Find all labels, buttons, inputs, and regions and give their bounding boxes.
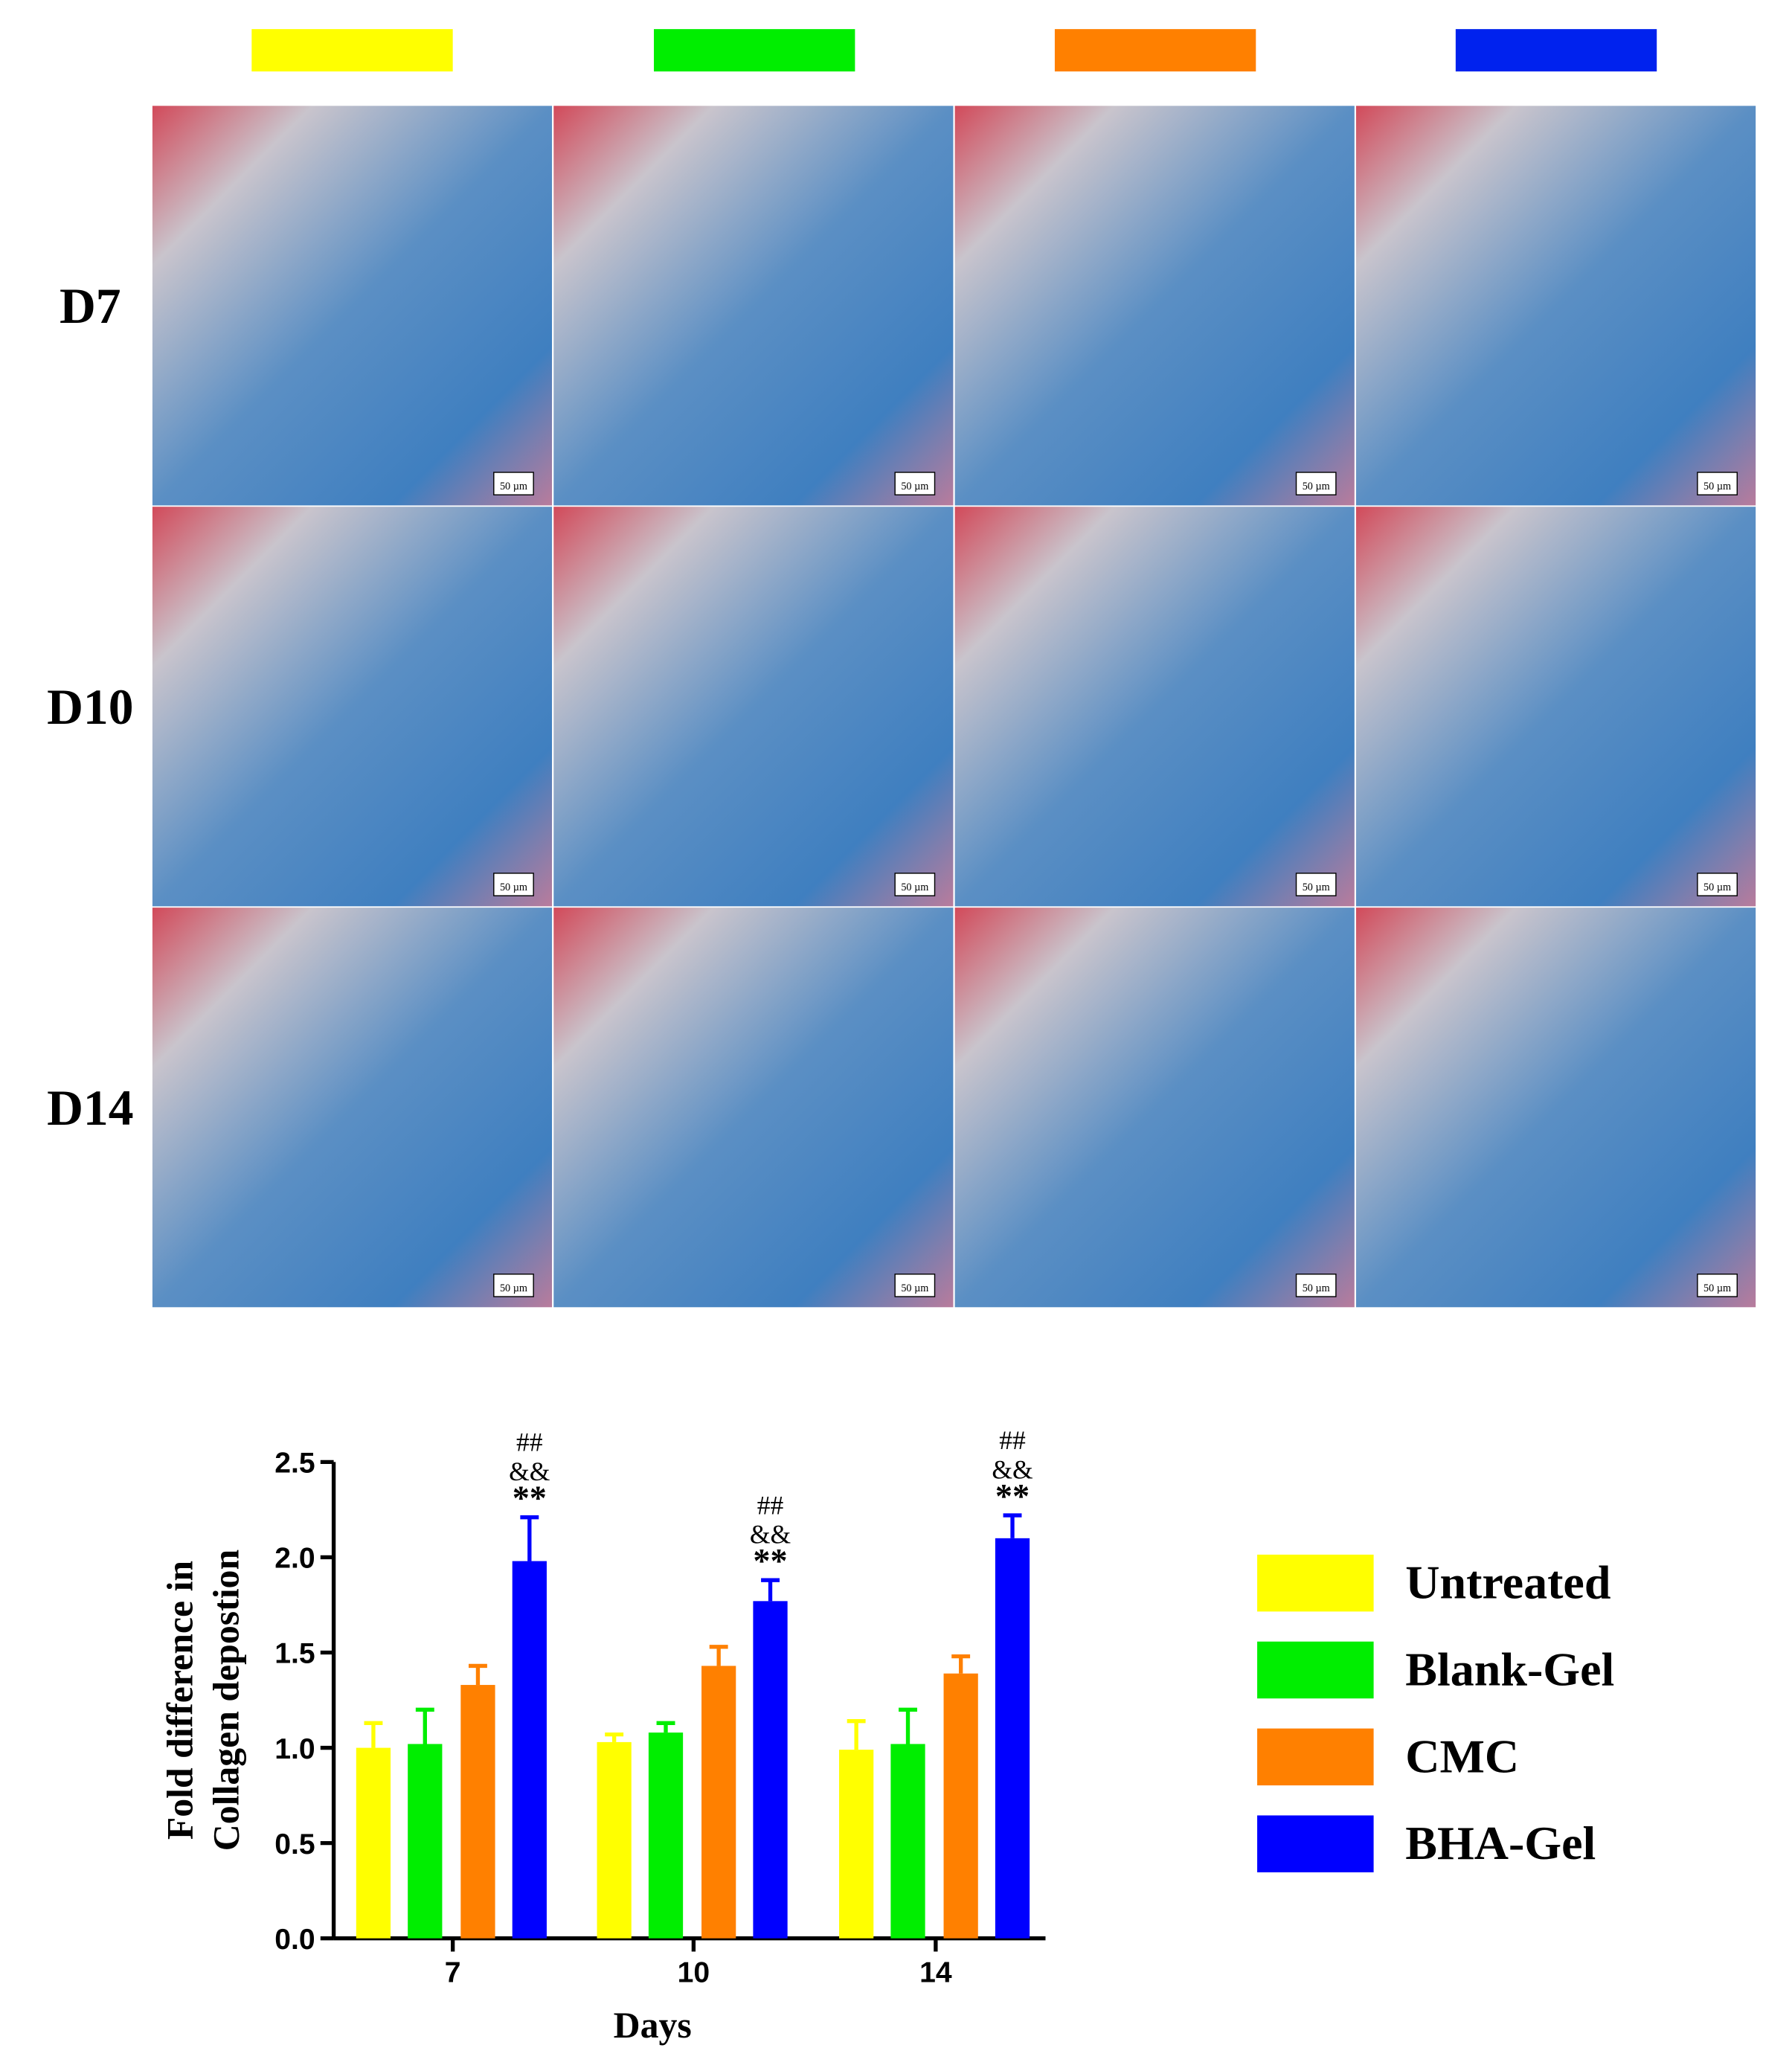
x-tick-label: 7 bbox=[445, 1956, 461, 1988]
bar bbox=[890, 1744, 925, 1939]
bar bbox=[460, 1685, 495, 1939]
scale-box bbox=[894, 472, 936, 495]
significance-mark: ** bbox=[995, 1477, 1030, 1515]
x-tick-label: 10 bbox=[678, 1956, 710, 1988]
bar bbox=[753, 1601, 788, 1939]
y-tick-label: 0.5 bbox=[274, 1828, 315, 1860]
scale-box bbox=[493, 472, 534, 495]
micrograph bbox=[1356, 106, 1756, 506]
micrograph bbox=[152, 908, 553, 1308]
row-label: D14 bbox=[47, 1080, 133, 1136]
micrograph bbox=[1356, 908, 1756, 1308]
row-label: D10 bbox=[47, 679, 133, 735]
bar bbox=[597, 1741, 632, 1939]
scale-box bbox=[493, 1274, 534, 1297]
micrograph bbox=[954, 106, 1355, 506]
bar bbox=[356, 1747, 391, 1939]
bar bbox=[839, 1750, 874, 1939]
y-axis-label: Fold difference in bbox=[159, 1561, 200, 1840]
group-color-bar bbox=[251, 29, 453, 72]
significance-mark: ## bbox=[999, 1425, 1026, 1455]
bar bbox=[995, 1538, 1030, 1939]
significance-mark: && bbox=[509, 1457, 550, 1486]
bar bbox=[701, 1666, 736, 1939]
legend-swatch bbox=[1257, 1815, 1374, 1872]
scale-box bbox=[1697, 873, 1738, 896]
significance-mark: && bbox=[750, 1519, 791, 1549]
micrograph bbox=[553, 507, 954, 907]
scale-box bbox=[1295, 472, 1337, 495]
row-label: D7 bbox=[60, 278, 121, 334]
scale-label: 50 µm bbox=[1303, 882, 1330, 893]
x-tick-label: 14 bbox=[919, 1956, 952, 1988]
scale-label: 50 µm bbox=[901, 882, 928, 893]
significance-mark: ** bbox=[753, 1543, 787, 1581]
micrograph bbox=[152, 106, 553, 506]
legend-label: CMC bbox=[1405, 1730, 1519, 1782]
y-tick-label: 2.5 bbox=[274, 1448, 315, 1480]
significance-mark: ## bbox=[516, 1428, 543, 1457]
legend-label: Untreated bbox=[1405, 1556, 1610, 1609]
micrograph bbox=[954, 908, 1355, 1308]
scale-label: 50 µm bbox=[1703, 882, 1731, 893]
micrograph bbox=[152, 507, 553, 907]
group-color-bar bbox=[1054, 29, 1256, 72]
bar bbox=[512, 1561, 547, 1939]
group-color-bar bbox=[1455, 29, 1657, 72]
y-tick-label: 2.0 bbox=[274, 1543, 315, 1575]
scale-box bbox=[894, 873, 936, 896]
legend-swatch bbox=[1257, 1641, 1374, 1699]
significance-mark: && bbox=[992, 1454, 1033, 1484]
group-color-bar bbox=[654, 29, 855, 72]
scale-label: 50 µm bbox=[1303, 1282, 1330, 1294]
scale-label: 50 µm bbox=[901, 481, 928, 492]
scale-box bbox=[1295, 1274, 1337, 1297]
scale-box bbox=[1295, 873, 1337, 896]
scale-box bbox=[493, 873, 534, 896]
scale-box bbox=[894, 1274, 936, 1297]
x-axis-label: Days bbox=[614, 2005, 692, 2046]
micrograph bbox=[954, 507, 1355, 907]
legend-swatch bbox=[1257, 1554, 1374, 1612]
significance-mark: ## bbox=[757, 1490, 784, 1520]
scale-label: 50 µm bbox=[1703, 1282, 1731, 1294]
scale-box bbox=[1697, 472, 1738, 495]
significance-mark: ** bbox=[513, 1480, 547, 1518]
micrograph bbox=[553, 106, 954, 506]
legend-label: Blank-Gel bbox=[1405, 1642, 1614, 1695]
bar bbox=[408, 1744, 443, 1939]
bar bbox=[648, 1733, 684, 1939]
scale-label: 50 µm bbox=[500, 882, 527, 893]
scale-label: 50 µm bbox=[1703, 481, 1731, 492]
micrograph bbox=[553, 908, 954, 1308]
y-tick-label: 1.0 bbox=[274, 1733, 315, 1765]
micrograph bbox=[1356, 507, 1756, 907]
y-tick-label: 0.0 bbox=[274, 1924, 315, 1956]
scale-label: 50 µm bbox=[901, 1282, 928, 1294]
y-axis-label: Collagen depostion bbox=[206, 1550, 247, 1851]
scale-label: 50 µm bbox=[500, 481, 527, 492]
y-tick-label: 1.5 bbox=[274, 1638, 315, 1670]
scale-label: 50 µm bbox=[500, 1282, 527, 1294]
scale-box bbox=[1697, 1274, 1738, 1297]
bar bbox=[943, 1673, 978, 1939]
legend-swatch bbox=[1257, 1728, 1374, 1786]
legend-label: BHA-Gel bbox=[1405, 1817, 1596, 1869]
scale-label: 50 µm bbox=[1303, 481, 1330, 492]
